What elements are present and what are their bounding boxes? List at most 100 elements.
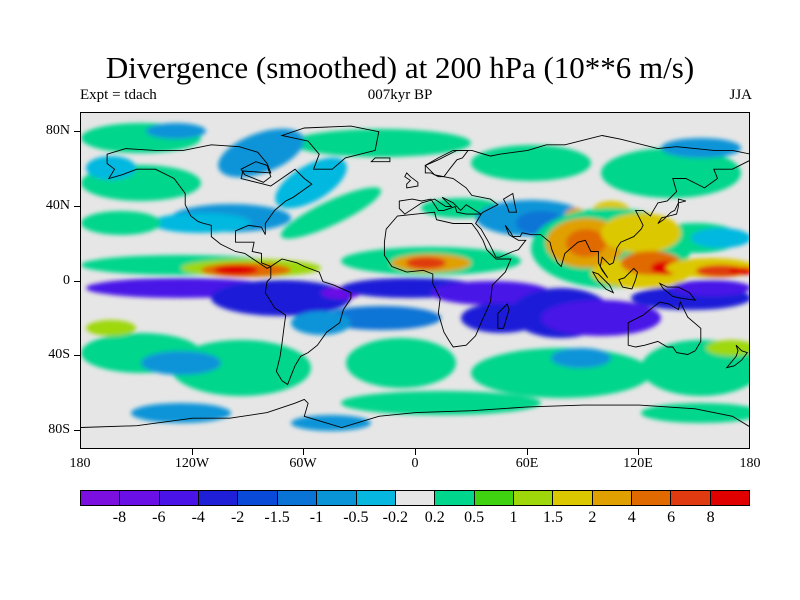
period-label: 007kyr BP — [367, 87, 433, 103]
field-region — [211, 280, 351, 316]
colorbar-box — [710, 491, 750, 505]
field-region — [601, 148, 741, 198]
coastline-sumatra — [591, 271, 615, 294]
lon-label-60w: 60W — [289, 456, 317, 471]
field-region — [641, 403, 749, 423]
colorbar-label: -1.5 — [264, 509, 290, 526]
coastline-scandinavia — [424, 149, 469, 178]
field-region — [346, 338, 456, 388]
colorbar-label: -6 — [152, 509, 166, 526]
coastline-japan — [657, 198, 687, 224]
colorbar-box — [81, 491, 121, 505]
colorbar-label: -2 — [230, 509, 245, 526]
colorbar-label: 6 — [667, 509, 676, 526]
colorbar-label: -0.2 — [382, 509, 408, 526]
field-region — [729, 267, 749, 275]
field-region — [541, 300, 661, 336]
field-region — [146, 123, 206, 139]
colorbar-label: 1 — [509, 509, 518, 526]
colorbar-label: -0.5 — [343, 509, 369, 526]
field-region — [291, 129, 471, 157]
lat-label-80n: 80N — [45, 123, 70, 138]
colorbar-box — [671, 491, 711, 505]
lon-label-120e: 120E — [623, 456, 653, 471]
colorbar-label: -8 — [112, 509, 127, 526]
lat-tick — [74, 355, 80, 356]
lon-label-180e: 180 — [739, 456, 761, 471]
lon-tick — [638, 449, 639, 455]
colorbar-box — [356, 491, 396, 505]
lat-tick — [74, 281, 80, 282]
colorbar-box — [632, 491, 672, 505]
field-region — [291, 311, 351, 335]
colorbar-label: -4 — [191, 509, 205, 526]
lat-label-80s: 80S — [48, 422, 70, 437]
field-region — [291, 415, 371, 431]
field-region — [86, 156, 136, 180]
colorbar-label: 0.5 — [464, 509, 485, 526]
field-region — [218, 128, 304, 178]
coastline-australia — [627, 300, 702, 355]
field-region — [86, 320, 136, 336]
colorbar-box — [474, 491, 514, 505]
lat-tick — [74, 430, 80, 431]
colorbar-box — [435, 491, 475, 505]
lon-label-180w: 180 — [69, 456, 91, 471]
lat-label-40s: 40S — [48, 347, 70, 362]
field-region — [661, 138, 741, 158]
coastline-eurasia — [398, 135, 749, 279]
coastline-hudson-bay — [240, 161, 272, 183]
field-region — [471, 145, 591, 181]
field-region — [81, 211, 161, 235]
colorbar-label: -1 — [309, 509, 324, 526]
season-label: JJA — [729, 87, 752, 103]
lon-tick — [303, 449, 304, 455]
coastline-africa — [383, 211, 512, 348]
lon-label-60e: 60E — [515, 456, 539, 471]
colorbar-box — [592, 491, 633, 505]
lat-label-40n: 40N — [45, 198, 70, 213]
colorbar-label: 4 — [627, 509, 636, 526]
field-region — [551, 348, 611, 368]
field-region — [141, 351, 221, 375]
coastline-antarctica — [81, 398, 749, 428]
colorbar — [80, 490, 750, 506]
colorbar-box — [199, 491, 239, 505]
coastline-new-zealand — [725, 344, 749, 369]
field-region — [671, 280, 749, 296]
colorbar-box — [159, 491, 200, 505]
colorbar-box — [120, 491, 160, 505]
coastline-new-guinea — [658, 282, 697, 301]
divergence-field — [81, 123, 749, 431]
colorbar-box — [277, 491, 318, 505]
field-region — [461, 303, 541, 333]
colorbar-label: 0.2 — [424, 509, 445, 526]
field-region — [406, 257, 446, 269]
coastline-great-britain — [404, 172, 419, 189]
lon-label-0: 0 — [411, 456, 419, 471]
colorbar-label: 2 — [588, 509, 597, 526]
lon-tick — [192, 449, 193, 455]
experiment-label: Expt = tdach — [80, 87, 157, 103]
coastline-caspian — [502, 192, 518, 213]
lat-label-0: 0 — [63, 273, 70, 288]
field-region — [214, 265, 258, 275]
coastline-madagascar — [497, 303, 510, 329]
lat-tick — [74, 131, 80, 132]
divergence-map — [81, 123, 749, 431]
lon-label-120w: 120W — [174, 456, 210, 471]
colorbar-box — [553, 491, 593, 505]
colorbar-box — [513, 491, 554, 505]
map-panel — [80, 112, 750, 449]
colorbar-label: 8 — [706, 509, 715, 526]
coastlines — [81, 125, 749, 428]
colorbar-box — [395, 491, 436, 505]
lon-tick — [415, 449, 416, 455]
coastline-borneo — [618, 267, 638, 290]
colorbar-label: 1.5 — [542, 509, 563, 526]
lon-tick — [527, 449, 528, 455]
coastline-iceland — [370, 157, 391, 163]
coastline-north-america — [106, 144, 313, 269]
field-region — [691, 228, 749, 248]
field-region — [321, 306, 441, 330]
